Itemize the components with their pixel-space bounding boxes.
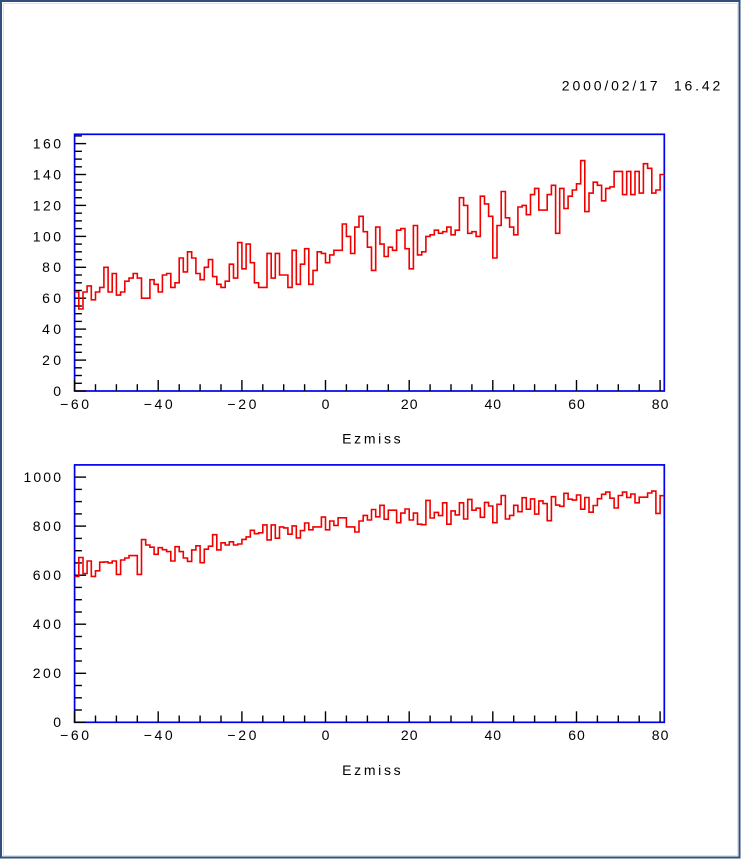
svg-text:0: 0: [322, 727, 330, 743]
svg-text:160: 160: [33, 136, 61, 152]
svg-text:60: 60: [568, 727, 585, 743]
svg-text:100: 100: [33, 228, 61, 244]
svg-text:2000/02/17 16.42: 2000/02/17 16.42: [562, 77, 721, 93]
svg-text:200: 200: [33, 665, 61, 681]
svg-text:−40: −40: [144, 396, 173, 412]
svg-text:0: 0: [322, 396, 330, 412]
svg-text:0: 0: [53, 383, 61, 399]
svg-text:−20: −20: [227, 727, 256, 743]
svg-text:80: 80: [652, 396, 669, 412]
svg-text:Ezmiss: Ezmiss: [342, 762, 401, 778]
svg-text:0: 0: [53, 714, 61, 730]
svg-text:20: 20: [401, 727, 418, 743]
svg-text:1000: 1000: [24, 469, 62, 485]
svg-text:60: 60: [568, 396, 585, 412]
svg-text:120: 120: [33, 197, 61, 213]
svg-text:−20: −20: [227, 396, 256, 412]
svg-text:−60: −60: [60, 396, 89, 412]
svg-text:140: 140: [33, 166, 61, 182]
svg-text:−60: −60: [60, 727, 89, 743]
svg-text:−40: −40: [144, 727, 173, 743]
svg-text:Ezmiss: Ezmiss: [342, 430, 401, 446]
svg-text:400: 400: [33, 616, 61, 632]
svg-text:20: 20: [401, 396, 418, 412]
svg-text:80: 80: [652, 727, 669, 743]
svg-text:800: 800: [33, 518, 61, 534]
svg-text:40: 40: [485, 396, 502, 412]
svg-text:40: 40: [485, 727, 502, 743]
svg-text:600: 600: [33, 567, 61, 583]
